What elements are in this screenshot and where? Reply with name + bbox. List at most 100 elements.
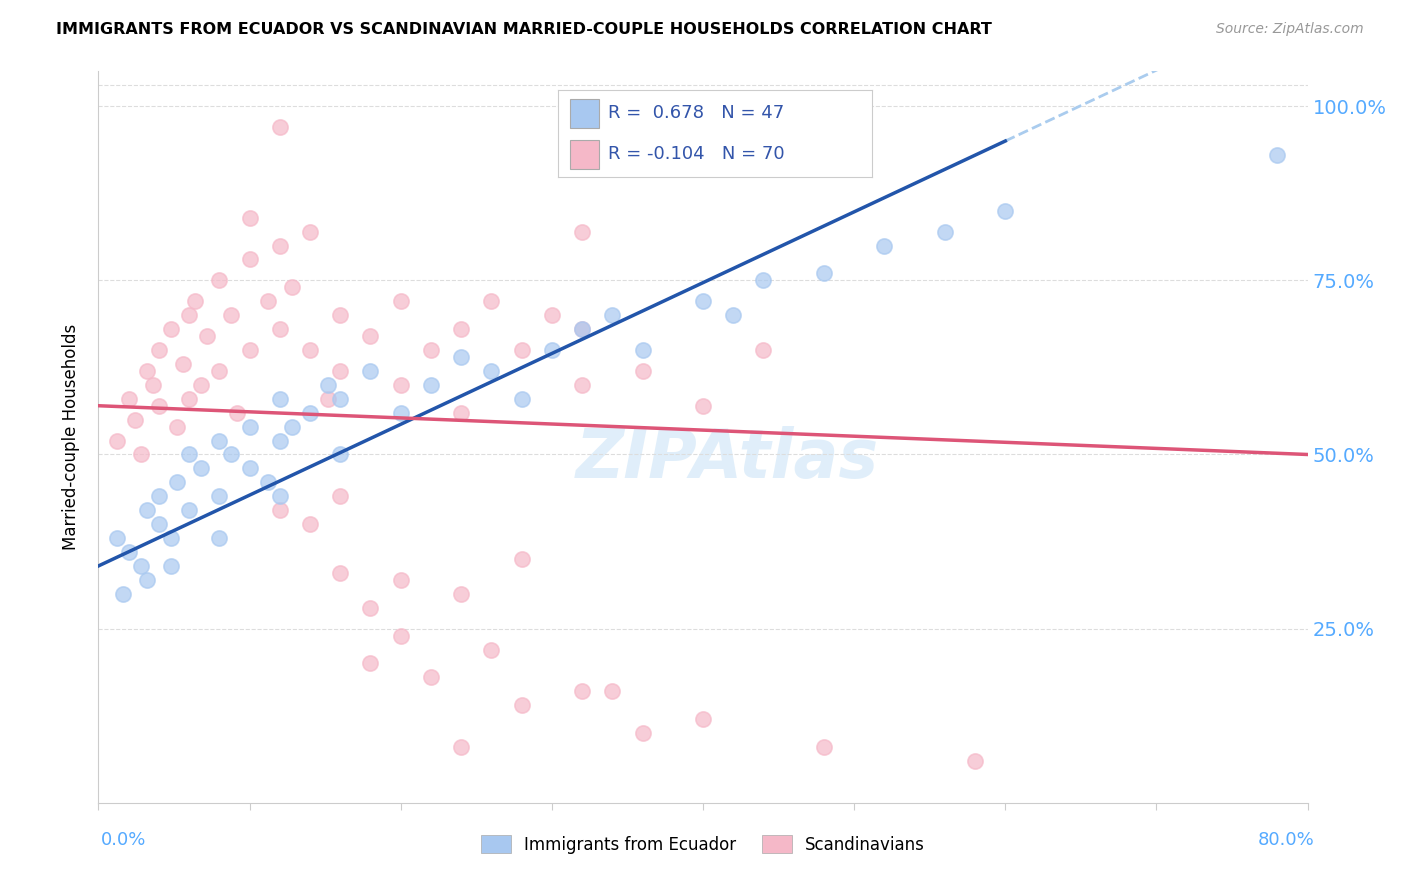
Point <box>208 364 231 378</box>
Point <box>269 489 291 503</box>
Point <box>360 364 382 378</box>
Point <box>166 475 188 490</box>
Point <box>692 294 714 309</box>
Point <box>360 657 382 671</box>
Point <box>510 343 533 357</box>
Point <box>934 225 956 239</box>
Point <box>124 412 146 426</box>
Point <box>221 308 243 322</box>
Point <box>602 684 624 698</box>
Point <box>179 503 201 517</box>
Point <box>965 754 987 768</box>
Point <box>450 322 472 336</box>
Point <box>299 225 322 239</box>
Point <box>631 726 654 740</box>
Point <box>571 322 593 336</box>
Point <box>571 322 593 336</box>
Point <box>329 489 352 503</box>
Point <box>631 364 654 378</box>
Point <box>299 343 322 357</box>
Point <box>239 461 262 475</box>
Point <box>389 573 412 587</box>
Point <box>269 392 291 406</box>
Point <box>450 587 472 601</box>
Point <box>111 587 134 601</box>
Point <box>148 399 170 413</box>
Point <box>510 392 533 406</box>
Point <box>571 377 593 392</box>
Point <box>269 322 291 336</box>
Point <box>389 377 412 392</box>
Point <box>195 329 218 343</box>
Point <box>226 406 249 420</box>
Point <box>208 489 231 503</box>
Point <box>602 308 624 322</box>
Point <box>269 238 291 252</box>
Text: IMMIGRANTS FROM ECUADOR VS SCANDINAVIAN MARRIED-COUPLE HOUSEHOLDS CORRELATION CH: IMMIGRANTS FROM ECUADOR VS SCANDINAVIAN … <box>56 22 993 37</box>
Point <box>256 294 278 309</box>
Text: Source: ZipAtlas.com: Source: ZipAtlas.com <box>1216 22 1364 37</box>
Point <box>329 308 352 322</box>
Point <box>239 211 262 225</box>
Point <box>420 377 443 392</box>
Point <box>179 392 201 406</box>
Text: 80.0%: 80.0% <box>1258 831 1315 849</box>
Point <box>360 329 382 343</box>
Point <box>329 448 352 462</box>
Point <box>135 503 157 517</box>
Point <box>208 434 231 448</box>
Point <box>129 558 152 573</box>
Point <box>239 419 262 434</box>
Point <box>105 531 128 545</box>
Point <box>994 203 1017 218</box>
Point <box>299 517 322 532</box>
Point <box>118 392 141 406</box>
Text: 0.0%: 0.0% <box>101 831 146 849</box>
Point <box>813 740 835 755</box>
Point <box>184 294 207 309</box>
Point <box>135 364 157 378</box>
Point <box>129 448 152 462</box>
Point <box>450 406 472 420</box>
Point <box>208 531 231 545</box>
Point <box>571 684 593 698</box>
Point <box>160 322 183 336</box>
Point <box>281 419 304 434</box>
Point <box>269 503 291 517</box>
Point <box>329 364 352 378</box>
Point <box>329 392 352 406</box>
Point <box>172 357 194 371</box>
Point <box>540 343 562 357</box>
Point <box>179 448 201 462</box>
Point <box>481 364 503 378</box>
Point <box>179 308 201 322</box>
Point <box>316 392 339 406</box>
Point <box>118 545 141 559</box>
Point <box>752 273 775 287</box>
Point <box>692 712 714 726</box>
Point <box>299 406 322 420</box>
Point <box>481 294 503 309</box>
Point <box>540 308 562 322</box>
Point <box>239 343 262 357</box>
Point <box>389 294 412 309</box>
Point <box>135 573 157 587</box>
Point <box>752 343 775 357</box>
Point <box>160 531 183 545</box>
Point <box>420 670 443 684</box>
Point <box>723 308 745 322</box>
Point <box>1267 148 1289 162</box>
Point <box>190 377 212 392</box>
Point <box>148 517 170 532</box>
Point <box>360 600 382 615</box>
Point <box>142 377 165 392</box>
Point <box>389 406 412 420</box>
Point <box>148 489 170 503</box>
Point <box>256 475 278 490</box>
Point <box>450 740 472 755</box>
Point <box>510 698 533 713</box>
Point <box>571 225 593 239</box>
Y-axis label: Married-couple Households: Married-couple Households <box>62 324 80 550</box>
Point <box>190 461 212 475</box>
Legend: Immigrants from Ecuador, Scandinavians: Immigrants from Ecuador, Scandinavians <box>474 829 932 860</box>
